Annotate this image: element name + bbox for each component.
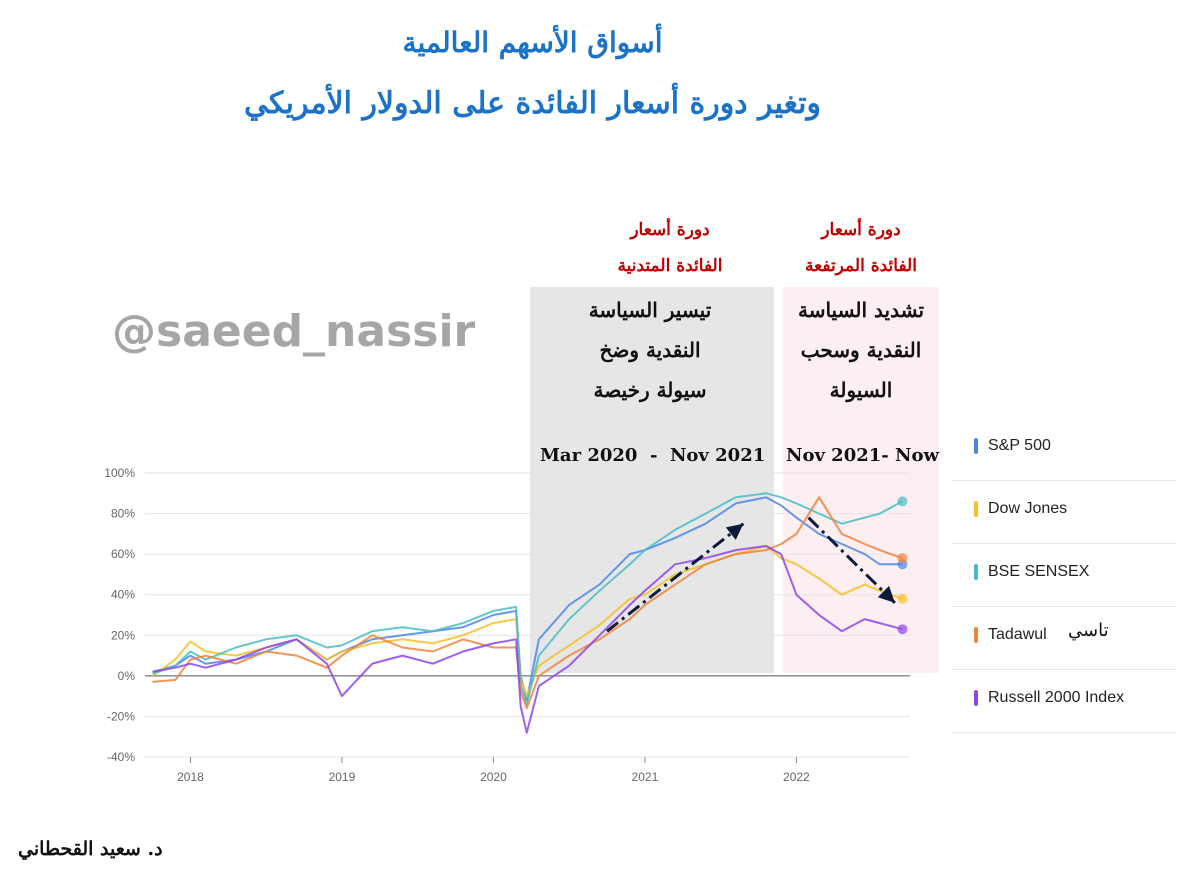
high-rate-period-band: [783, 287, 939, 673]
y-tick-label: 60%: [111, 547, 135, 561]
high-rate-cycle-title: دورة أسعار الفائدة المرتفعة: [785, 212, 937, 284]
low-rate-cycle-title: دورة أسعار الفائدة المتدنية: [590, 212, 750, 284]
series-end-point: [897, 624, 908, 635]
legend-swatch-bse-sensex: [974, 564, 978, 580]
tightening-policy-line1: تشديد السياسة: [797, 298, 925, 322]
tightening-policy-line2: النقدية وسحب: [800, 338, 922, 362]
legend-label-dow-jones: Dow Jones: [988, 500, 1068, 517]
low-rate-period-dates: Mar 2020 - Nov 2021: [540, 445, 766, 466]
series-line: [152, 496, 903, 702]
series-end-point: [897, 593, 908, 604]
y-tick-label: 100%: [104, 466, 135, 480]
high-rate-cycle-title-line2: الفائدة المرتفعة: [805, 256, 917, 276]
legend-label-sp500: S&P 500: [988, 437, 1051, 454]
series-end-point: [897, 496, 908, 507]
y-tick-label: -20%: [107, 709, 135, 723]
trend-arrow-line: [606, 522, 745, 633]
tightening-policy-line3: السيولة: [829, 378, 893, 402]
grid-layer: 100% 80% 60% 40% 20% 0% -20% -40% 2018 2019 2020 20…: [104, 466, 910, 784]
legend-label-bse-sensex: BSE SENSEX: [988, 563, 1090, 580]
trend-arrow-head: [725, 523, 744, 540]
legend-swatch-tadawul: [974, 627, 978, 643]
series-line: [152, 545, 903, 698]
series-line: [152, 496, 903, 710]
high-rate-period-dates: Nov 2021- Now: [786, 445, 939, 466]
x-tick-label: 2021: [632, 770, 659, 784]
author-signature: د. سعيد القحطاني: [18, 838, 163, 860]
low-rate-cycle-title-line1: دورة أسعار: [630, 220, 710, 240]
legend-label-tadawul: Tadawul: [988, 626, 1047, 643]
low-rate-cycle-title-line2: الفائدة المتدنية: [617, 256, 723, 276]
series-end-point: [897, 553, 908, 564]
y-tick-label: 0%: [118, 669, 136, 683]
series-line: [152, 492, 903, 706]
easing-policy-text: تيسير السياسة النقدية وضخ سيولة رخيصة: [560, 290, 740, 410]
legend-item-bse-sensex[interactable]: BSE SENSEX: [952, 544, 1176, 607]
chart-title-line2: وتغير دورة أسعار الفائدة على الدولار الأ…: [244, 86, 821, 121]
legend-item-sp500[interactable]: S&P 500: [952, 418, 1176, 481]
high-rate-cycle-title-line1: دورة أسعار: [821, 220, 901, 240]
trend-arrow-line: [807, 516, 896, 604]
x-tick-label: 2020: [480, 770, 507, 784]
legend-item-dow-jones[interactable]: Dow Jones: [952, 481, 1176, 544]
y-tick-label: 40%: [111, 588, 135, 602]
x-tick-label: 2018: [177, 770, 204, 784]
legend-item-tadawul[interactable]: Tadawul: [952, 607, 1176, 670]
y-tick-label: -40%: [107, 750, 135, 764]
chart-legend: S&P 500 Dow Jones BSE SENSEX Tadawul Rus…: [952, 418, 1176, 733]
legend-label-russell-2000: Russell 2000 Index: [988, 689, 1125, 706]
tadawul-note: تاسي: [1068, 620, 1109, 641]
easing-policy-line3: سيولة رخيصة: [593, 378, 707, 402]
y-tick-label: 20%: [111, 628, 135, 642]
legend-swatch-dow-jones: [974, 501, 978, 517]
annotation-layer: [606, 516, 896, 633]
legend-item-russell-2000[interactable]: Russell 2000 Index: [952, 670, 1176, 733]
x-tick-label: 2022: [783, 770, 810, 784]
chart-title-line1: أسواق الأسهم العالمية: [402, 26, 663, 59]
watermark-handle: @saeed_nassir: [112, 306, 476, 357]
legend-swatch-sp500: [974, 438, 978, 454]
y-tick-label: 80%: [111, 507, 135, 521]
easing-policy-line2: النقدية وضخ: [599, 338, 701, 362]
tightening-policy-text: تشديد السياسة النقدية وسحب السيولة: [783, 290, 939, 410]
series-line: [152, 545, 903, 734]
trend-arrow-head: [877, 585, 895, 603]
legend-swatch-russell-2000: [974, 690, 978, 706]
easing-policy-line1: تيسير السياسة: [588, 298, 712, 322]
series-layer: [152, 492, 908, 734]
low-rate-period-band: [530, 287, 774, 673]
x-tick-label: 2019: [329, 770, 356, 784]
